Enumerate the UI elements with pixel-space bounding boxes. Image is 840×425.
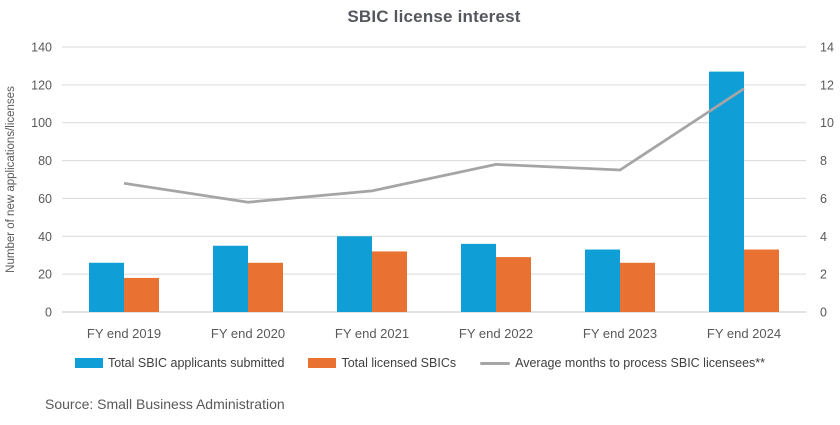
y-axis-right-tick-label: 12 — [820, 78, 834, 92]
legend-item-applicants: Total SBIC applicants submitted — [74, 356, 285, 370]
bar-series-1-cat-1 — [248, 262, 283, 312]
x-axis-label: FY end 2023 — [583, 326, 657, 341]
y-axis-right-tick-label: 6 — [820, 192, 827, 206]
y-axis-right-tick-label: 14 — [820, 41, 834, 55]
y-axis-left-tick-label: 40 — [38, 230, 52, 244]
x-axis-label: FY end 2024 — [707, 326, 781, 341]
trend-line — [123, 87, 745, 204]
y-axis-title: Number of new applications/licenses — [5, 86, 17, 273]
bar-series-0-cat-3 — [461, 243, 496, 312]
bar-series-1-cat-2 — [372, 251, 407, 312]
bar-series-0-cat-1 — [213, 245, 248, 312]
y-axis-left-tick-label: 20 — [38, 268, 52, 282]
legend-label-licensed: Total licensed SBICs — [341, 356, 457, 370]
bar-series-0-cat-2 — [337, 236, 372, 312]
y-axis-left-tick-label: 80 — [38, 154, 52, 168]
y-axis-left-tick-label: 60 — [38, 192, 52, 206]
bar-series-1-cat-5 — [744, 249, 779, 312]
bar-series-0-cat-5 — [709, 71, 744, 312]
chart-plot-area: 0 20 40 60 80 100 120 140 0 2 4 6 8 10 12 14 FY end 2019… — [5, 41, 834, 342]
legend-label-avg-months: Average months to process SBIC licensees… — [515, 356, 766, 370]
legend-label-applicants: Total SBIC applicants submitted — [107, 356, 285, 370]
bar-series-0-cat-4 — [585, 249, 620, 312]
legend-item-licensed: Total licensed SBICs — [308, 356, 456, 370]
x-axis-label: FY end 2019 — [87, 326, 161, 341]
legend-swatch-avg-months-line — [480, 361, 511, 365]
x-axis-label: FY end 2021 — [335, 326, 409, 341]
bar-series-1-cat-4 — [620, 262, 655, 312]
y-axis-left-tick-label: 100 — [31, 116, 52, 130]
y-axis-right-tick-label: 4 — [820, 230, 827, 244]
legend-swatch-licensed — [308, 358, 337, 368]
y-axis-right-tick-label: 2 — [820, 268, 827, 282]
y-axis-right-tick-label: 0 — [820, 306, 827, 320]
x-axis-label: FY end 2020 — [211, 326, 285, 341]
chart-title: SBIC license interest — [347, 7, 521, 26]
bar-series-1-cat-0 — [124, 277, 159, 312]
y-axis-right-tick-label: 10 — [820, 116, 834, 130]
bar-series-1-cat-3 — [496, 257, 531, 312]
legend-swatch-applicants — [74, 358, 103, 368]
bar-series-0-cat-0 — [89, 262, 124, 312]
x-axis-label: FY end 2022 — [459, 326, 533, 341]
y-axis-left-tick-label: 120 — [31, 78, 52, 92]
chart-legend: Total SBIC applicants submitted Total li… — [0, 356, 840, 370]
y-axis-left-tick-label: 140 — [31, 41, 52, 55]
source-note: Source: Small Business Administration — [45, 396, 285, 412]
legend-item-avg-months: Average months to process SBIC licensees… — [480, 356, 765, 370]
y-axis-right-tick-label: 8 — [820, 154, 827, 168]
y-axis-left-tick-label: 0 — [45, 306, 52, 320]
